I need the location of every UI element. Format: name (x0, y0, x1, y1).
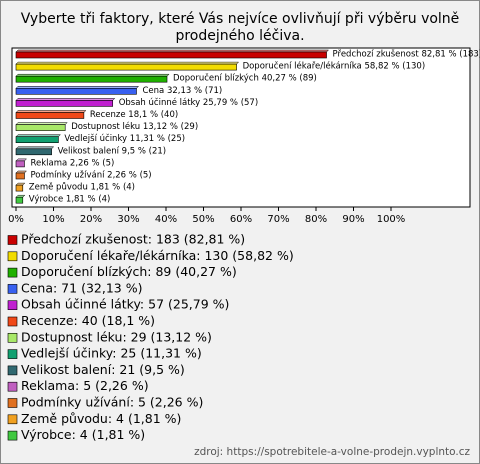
bar (15, 136, 59, 143)
x-tick-label: 10% (42, 214, 64, 225)
value-label: Reklama 2,26 % (5) (30, 158, 114, 168)
source: zdroj: https://spotrebitele-a-volne-prod… (194, 446, 470, 458)
x-tick-label: 70% (267, 214, 289, 225)
bar-top (15, 110, 87, 113)
bar (15, 196, 24, 204)
legend-swatch (7, 235, 18, 245)
value-label: Velikost balení 9,5 % (21) (58, 146, 166, 156)
legend-swatch (7, 365, 18, 376)
value-label: Cena 32,13 % (71) (142, 86, 222, 96)
bar-top (15, 134, 62, 137)
legend-label: Doporučení lékaře/lékárníka: 130 (58,82 … (21, 248, 294, 263)
bar (15, 184, 24, 192)
value-label: Dostupnost léku 13,12 % (29) (71, 121, 198, 132)
bar (15, 124, 66, 131)
legend-swatch (7, 267, 18, 278)
x-tick-label: 20% (80, 214, 102, 225)
bar (15, 51, 327, 59)
legend-swatch (7, 316, 18, 327)
legend-swatch (7, 430, 18, 441)
value-label: Podmínky užívání 2,26 % (5) (30, 171, 151, 181)
chart-title: Vyberte tři faktory, které Vás nejvíce o… (21, 11, 460, 27)
x-tick-label: 80% (305, 214, 327, 225)
bar (15, 148, 52, 156)
bar-top (15, 158, 28, 162)
bar-top (15, 170, 28, 174)
legend-swatch (7, 349, 18, 359)
value-label: Země původu 1,81 % (4) (29, 182, 135, 193)
value-label: Obsah účinné látky 25,79 % (57) (119, 97, 258, 108)
bar-top (15, 122, 68, 125)
legend-label: Vedlejší účinky: 25 (11,31 %) (21, 346, 202, 361)
value-label: Doporučení lékaře/lékárníka 58,82 % (130… (243, 61, 426, 72)
bar (15, 63, 237, 71)
bar (15, 75, 168, 83)
value-label: Výrobce 1,81 % (4) (29, 195, 111, 205)
legend-swatch (7, 251, 18, 262)
legend-label: Země původu: 4 (1,81 %) (21, 411, 181, 426)
bar (15, 160, 25, 168)
x-tick-label: 60% (230, 214, 252, 225)
x-tick-label: 50% (192, 214, 214, 225)
bar-top (15, 86, 140, 89)
bar (15, 100, 114, 107)
value-label: Recenze 18,1 % (40) (90, 110, 178, 120)
legend-label: Předchozí zkušenost: 183 (82,81 %) (21, 232, 245, 247)
x-tick-label: 40% (155, 214, 177, 225)
value-label: Vedlejší účinky 11,31 % (25) (64, 133, 185, 144)
legend-label: Doporučení blízkých: 89 (40,27 %) (21, 264, 237, 279)
x-tick-label: 0% (8, 214, 24, 225)
legend-label: Podmínky užívání: 5 (2,26 %) (21, 395, 203, 410)
legend-label: Obsah účinné látky: 57 (25,79 %) (21, 297, 229, 312)
legend-swatch (7, 300, 18, 311)
bar (15, 112, 85, 119)
bar-top (15, 73, 170, 77)
chart-title: prodejného léčiva. (175, 28, 304, 44)
bar (15, 88, 137, 95)
x-tick-label: 30% (117, 214, 139, 225)
x-tick-label: 90% (342, 214, 364, 225)
value-label: Předchozí zkušenost 82,81 % (183) (333, 49, 480, 60)
legend-swatch (7, 284, 18, 294)
value-label: Doporučení blízkých 40,27 % (89) (173, 73, 317, 84)
legend-swatch (7, 414, 18, 425)
legend-swatch (7, 381, 18, 392)
bar-top (15, 146, 55, 150)
legend-label: Recenze: 40 (18,1 %) (21, 313, 155, 328)
legend-label: Velikost balení: 21 (9,5 %) (21, 362, 185, 377)
legend-label: Dostupnost léku: 29 (13,12 %) (21, 329, 212, 344)
x-tick-label: 100% (377, 214, 406, 225)
legend-label: Reklama: 5 (2,26 %) (21, 378, 149, 393)
legend-label: Výrobce: 4 (1,81 %) (21, 427, 145, 442)
bar (15, 172, 25, 180)
legend-label: Cena: 71 (32,13 %) (21, 280, 142, 295)
legend-swatch (7, 332, 18, 343)
bar-top (15, 98, 116, 101)
legend-swatch (7, 398, 18, 408)
